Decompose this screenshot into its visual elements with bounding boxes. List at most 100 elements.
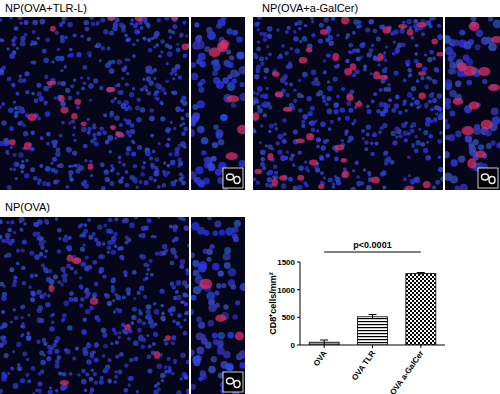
nucleus bbox=[148, 48, 153, 53]
nucleus bbox=[62, 278, 67, 283]
nucleus bbox=[328, 127, 332, 131]
nucleus bbox=[2, 322, 8, 328]
nucleus bbox=[148, 320, 152, 324]
nucleus bbox=[49, 386, 52, 389]
nucleus bbox=[337, 117, 341, 121]
cd8-stain bbox=[165, 335, 171, 341]
nucleus bbox=[176, 321, 180, 325]
nucleus bbox=[191, 253, 195, 258]
nucleus bbox=[369, 19, 374, 24]
nucleus bbox=[322, 99, 326, 103]
image-background bbox=[445, 17, 500, 190]
y-axis-label: CD8⁺cells/mm² bbox=[268, 272, 278, 335]
cd8-stain bbox=[49, 285, 55, 292]
nucleus bbox=[428, 134, 433, 139]
nucleus bbox=[191, 309, 194, 315]
nucleus bbox=[108, 218, 113, 223]
nucleus bbox=[157, 382, 161, 386]
nucleus bbox=[466, 80, 472, 86]
nucleus bbox=[55, 350, 59, 354]
nucleus bbox=[198, 53, 206, 61]
cd8-stain bbox=[423, 181, 431, 188]
nucleus bbox=[364, 147, 368, 151]
nucleus bbox=[17, 17, 22, 20]
nucleus bbox=[26, 335, 32, 341]
error-bar bbox=[320, 340, 328, 344]
nucleus bbox=[211, 356, 217, 362]
nucleus bbox=[171, 30, 175, 34]
nucleus bbox=[23, 131, 28, 136]
nucleus bbox=[84, 159, 87, 162]
nucleus bbox=[162, 318, 165, 321]
nucleus bbox=[146, 76, 151, 81]
nucleus bbox=[174, 179, 178, 183]
nucleus bbox=[321, 145, 326, 150]
nucleus bbox=[7, 77, 12, 82]
nucleus bbox=[223, 351, 231, 359]
nucleus bbox=[52, 157, 57, 162]
nucleus bbox=[2, 66, 6, 70]
nucleus bbox=[221, 283, 226, 288]
nucleus bbox=[50, 162, 53, 165]
nucleus bbox=[179, 33, 184, 38]
nucleus bbox=[463, 54, 470, 61]
nucleus bbox=[18, 367, 21, 370]
nucleus bbox=[412, 145, 415, 148]
nucleus bbox=[118, 161, 121, 164]
nucleus bbox=[154, 309, 160, 315]
nucleus bbox=[147, 268, 151, 272]
nucleus bbox=[18, 152, 23, 157]
nucleus bbox=[180, 377, 183, 380]
nucleus bbox=[109, 68, 115, 74]
nucleus bbox=[267, 34, 272, 39]
nucleus bbox=[178, 217, 184, 220]
nucleus bbox=[48, 269, 52, 273]
figure-svg: NP(OVA+TLR-L)NP(OVA+a-GalCer)NP(OVA)0500… bbox=[0, 0, 500, 394]
nucleus bbox=[7, 372, 10, 375]
nucleus bbox=[21, 316, 24, 319]
cd8-stain bbox=[227, 95, 240, 102]
nucleus bbox=[356, 175, 360, 179]
cd8-stain bbox=[215, 315, 226, 322]
cd8-stain bbox=[306, 48, 312, 53]
nucleus bbox=[123, 388, 128, 393]
nucleus bbox=[204, 230, 210, 236]
nucleus bbox=[152, 342, 156, 346]
nucleus bbox=[94, 344, 98, 348]
nucleus bbox=[22, 124, 26, 128]
nucleus bbox=[10, 366, 14, 370]
nucleus bbox=[0, 343, 4, 348]
nucleus bbox=[80, 297, 85, 302]
nucleus bbox=[311, 70, 317, 76]
nucleus bbox=[161, 87, 166, 92]
nucleus bbox=[76, 106, 80, 110]
nucleus bbox=[20, 164, 25, 169]
nucleus bbox=[445, 36, 451, 44]
cd8-stain bbox=[50, 26, 56, 32]
nucleus bbox=[64, 36, 68, 40]
nucleus bbox=[341, 139, 345, 143]
nucleus bbox=[170, 160, 175, 165]
nucleus bbox=[114, 375, 118, 379]
nucleus bbox=[22, 78, 26, 82]
nucleus bbox=[148, 80, 154, 86]
image-background bbox=[0, 217, 189, 394]
nucleus bbox=[144, 180, 149, 185]
cd8-stain bbox=[124, 325, 130, 331]
cd8-stain bbox=[475, 151, 486, 158]
nucleus bbox=[212, 332, 218, 338]
nucleus bbox=[176, 48, 181, 53]
nucleus bbox=[128, 105, 131, 108]
nucleus bbox=[113, 232, 118, 237]
nucleus bbox=[292, 164, 295, 167]
cd8-stain bbox=[469, 101, 480, 109]
nucleus bbox=[422, 67, 427, 72]
nucleus bbox=[111, 99, 115, 103]
cd8-stain bbox=[462, 126, 474, 135]
nucleus bbox=[6, 221, 9, 224]
nucleus bbox=[12, 350, 15, 353]
nucleus bbox=[60, 38, 65, 43]
nucleus bbox=[13, 153, 17, 157]
nucleus bbox=[116, 172, 120, 176]
nucleus bbox=[191, 73, 198, 80]
